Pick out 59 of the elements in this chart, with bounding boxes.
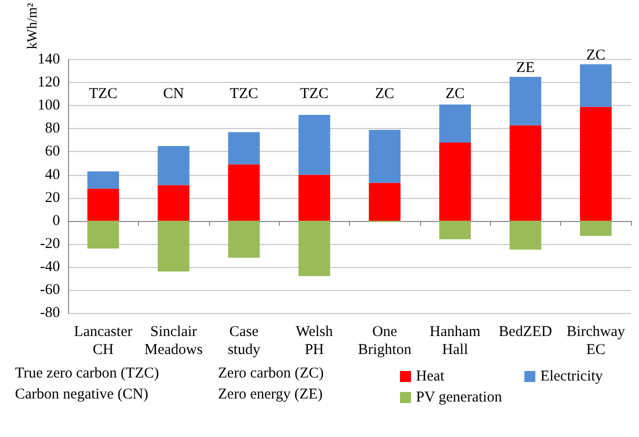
- x-tick-label: Welsh PH: [296, 324, 334, 358]
- bar: [439, 142, 471, 221]
- x-tick-label: Case study: [228, 324, 261, 358]
- x-tick-label: Hanham Hall: [430, 324, 481, 358]
- y-tick-label: 60: [45, 144, 60, 160]
- bar: [228, 220, 260, 258]
- text: Zero carbon (ZC): [218, 366, 324, 382]
- y-tick-label: -40: [40, 258, 60, 275]
- annotation: TZC: [230, 86, 258, 102]
- bar: [580, 64, 612, 107]
- bar: [87, 220, 120, 248]
- bar: [158, 220, 190, 272]
- bar: [510, 125, 542, 221]
- bar: [228, 164, 260, 221]
- annotation: ZE: [516, 60, 535, 76]
- bar: [87, 171, 120, 189]
- y-tick-label: 140: [38, 52, 60, 68]
- bar: [439, 104, 471, 143]
- bar: [228, 132, 260, 164]
- annotation: CN: [163, 86, 184, 102]
- legend-label: PV generation: [416, 390, 502, 406]
- y-tick-label: 80: [45, 120, 60, 137]
- x-tick-label: Birchway EC: [566, 324, 626, 358]
- bar: [298, 114, 330, 175]
- annotation: ZC: [445, 86, 465, 102]
- bar: [510, 76, 542, 126]
- legend-label: Heat: [416, 368, 446, 384]
- y-tick-label: -80: [40, 305, 60, 321]
- annotation: TZC: [300, 86, 328, 102]
- bar: [298, 220, 330, 276]
- bar: [580, 220, 612, 236]
- bar: [510, 220, 542, 250]
- x-tick-label: Sinclair Meadows: [144, 324, 203, 358]
- legend-label: Electricity: [540, 368, 604, 384]
- annotation: ZC: [586, 48, 606, 64]
- y-tick-label: 120: [38, 74, 60, 91]
- x-tick-label: Lancaster CH: [74, 324, 132, 358]
- y-tick-label: 40: [45, 166, 60, 183]
- y-tick-label: 0: [52, 212, 60, 229]
- bar: [298, 174, 330, 221]
- text: Carbon negative (CN): [15, 386, 148, 402]
- annotation: ZC: [375, 86, 394, 102]
- bar: [580, 106, 612, 221]
- bar: [368, 130, 401, 183]
- y-tick-label: -20: [40, 236, 60, 252]
- y-tick-label: 100: [38, 98, 60, 114]
- bar: [87, 188, 120, 221]
- bar: [158, 146, 190, 186]
- bar: [158, 185, 190, 221]
- text: Zero energy (ZE): [218, 386, 323, 402]
- annotation: TZC: [89, 86, 118, 102]
- y-tick-label: 20: [45, 190, 60, 206]
- text: True zero carbon (TZC): [15, 366, 159, 382]
- bar: [439, 220, 471, 240]
- x-tick-label: One Brighton: [358, 324, 412, 358]
- x-tick-label: BedZED: [498, 324, 552, 340]
- y-tick-label: -60: [40, 282, 60, 298]
- bar: [368, 182, 401, 221]
- y-axis-title: kWh/m²: [26, 3, 40, 50]
